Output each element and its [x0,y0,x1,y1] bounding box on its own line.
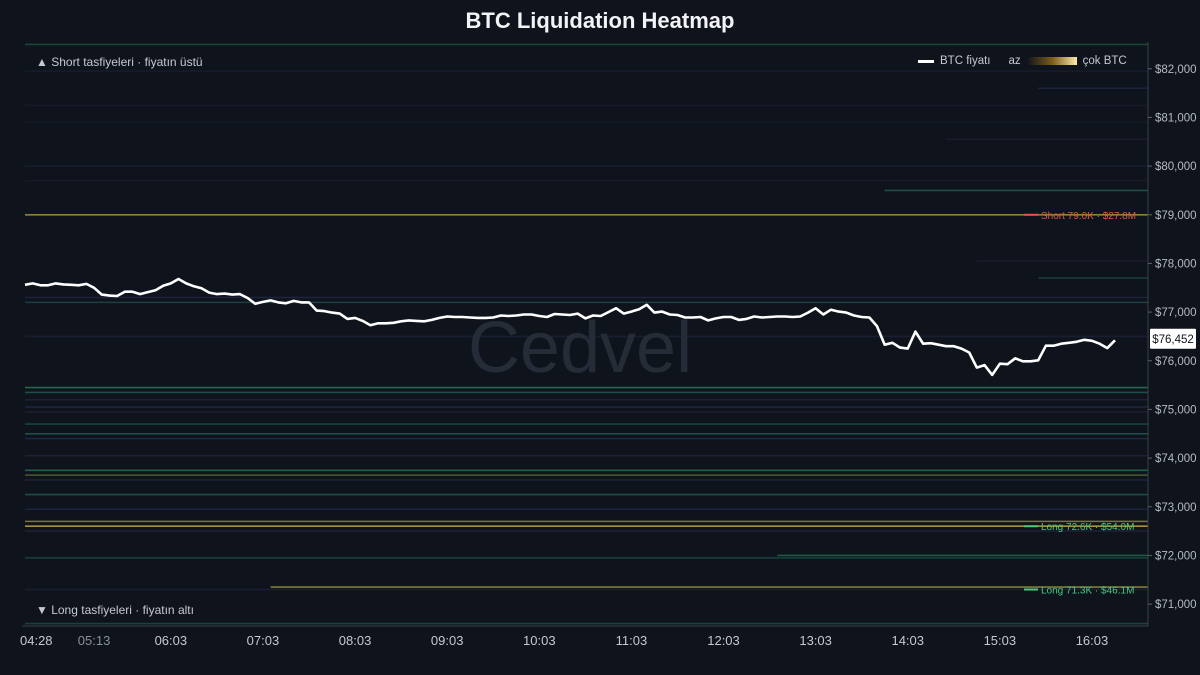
current-price-tag [1150,328,1196,349]
legend-low-label: az [1008,55,1021,67]
watermark: Cedvel [468,308,692,388]
y-tick-label: $80,000 [1155,161,1197,173]
y-tick-label: $71,000 [1155,599,1197,611]
x-tick-label: 06:03 [155,633,188,648]
legend: BTC fiyatı az çok BTC [918,55,1127,67]
annotation-label: Long 72.6K · $54.0M [1041,522,1134,533]
x-tick-label: 11:03 [616,633,648,648]
y-tick-label: $81,000 [1155,112,1197,124]
long-region-label: ▼ Long tasfiyeleri · fiyatın altı [36,603,194,617]
x-tick-label: 14:03 [891,633,924,648]
price-series-line [24,277,1116,377]
legend-gradient [1026,57,1077,65]
x-tick-label: 08:03 [339,633,372,648]
annotation-label: Short 79.0K · $27.8M [1041,211,1136,222]
y-tick-label: $75,000 [1155,404,1197,416]
y-tick-label: $77,000 [1155,307,1197,319]
legend-price-swatch [918,59,934,63]
y-tick-label: $74,000 [1155,453,1197,465]
y-tick-label: $73,000 [1155,502,1197,514]
y-tick-label: $82,000 [1155,64,1197,76]
x-tick-label: 12:03 [707,633,740,648]
x-tick-label: 04:28 [20,633,53,648]
x-tick-label: 15:03 [984,633,1017,648]
x-tick-label: 07:03 [247,633,280,648]
x-tick-label: 05:13 [78,633,111,648]
x-tick-label: 09:03 [431,633,464,648]
x-tick-label: 13:03 [799,633,832,648]
y-tick-label: $78,000 [1155,258,1197,270]
legend-high-label: çok BTC [1082,55,1127,67]
y-tick-label: $72,000 [1155,550,1197,562]
x-tick-label: 10:03 [523,633,556,648]
x-tick-label: 16:03 [1076,633,1109,648]
y-tick-label: $79,000 [1155,210,1197,222]
current-price-label: $76,452 [1152,334,1194,346]
annotation-label: Long 71.3K · $46.1M [1041,586,1134,597]
short-region-label: ▲ Short tasfiyeleri · fiyatın üstü [36,55,203,69]
legend-price-label: BTC fiyatı [940,55,991,67]
y-tick-label: $76,000 [1155,356,1197,368]
chart-title: BTC Liquidation Heatmap [465,8,735,33]
